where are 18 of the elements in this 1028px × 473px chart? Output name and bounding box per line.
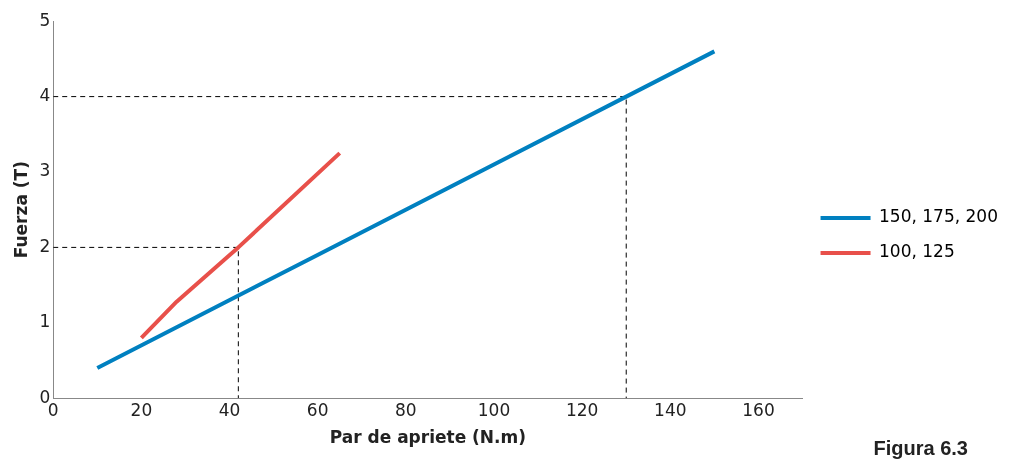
y-axis-title: Fuerza (T) xyxy=(10,161,31,259)
x-tick-label: 40 xyxy=(218,399,241,420)
x-tick-label: 60 xyxy=(306,399,329,420)
text: Figura 6.3 xyxy=(873,436,968,459)
x-tick-label: 100 xyxy=(477,399,511,420)
x-axis-title: Par de apriete (N.m) xyxy=(329,427,527,448)
x-tick-label: 20 xyxy=(130,399,153,420)
x-tick-label: 80 xyxy=(395,399,417,420)
y-tick-label: 2 xyxy=(39,235,51,256)
x-tick-label: 120 xyxy=(565,399,599,420)
y-tick-label: 3 xyxy=(39,160,51,181)
y-tick-label: 4 xyxy=(39,85,51,106)
legend-label: 150, 175, 200 xyxy=(879,206,999,227)
x-tick-label: 140 xyxy=(654,399,687,420)
legend-label: 100, 125 xyxy=(879,241,955,262)
y-tick-label: 1 xyxy=(39,311,51,332)
y-tick-label: 5 xyxy=(39,9,51,30)
x-tick-label: 160 xyxy=(742,399,775,420)
